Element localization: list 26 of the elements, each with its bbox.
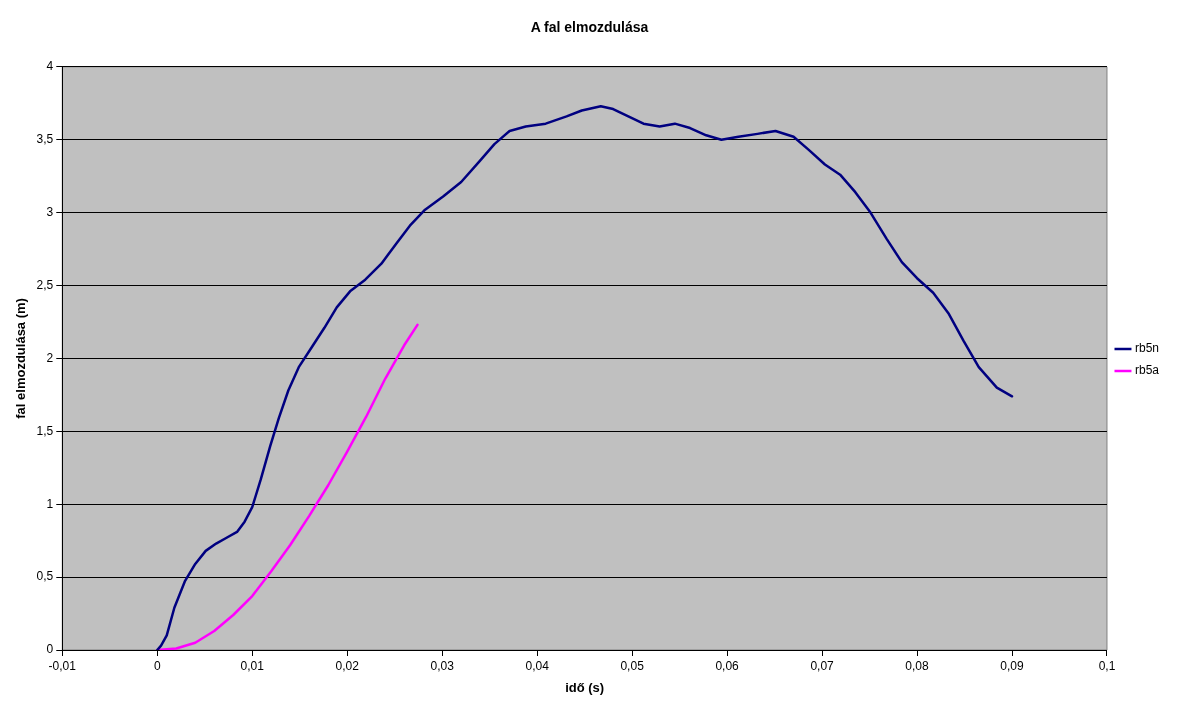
y-tick-label: 2,5 xyxy=(36,277,54,292)
y-tick-label: 1 xyxy=(46,496,54,511)
y-tick-label: 4 xyxy=(46,59,54,74)
legend-label: rb5n xyxy=(1134,341,1160,356)
y-tick-label: 3,5 xyxy=(36,132,54,147)
x-tick-label: 0,07 xyxy=(810,658,835,673)
x-tick-label: -0,01 xyxy=(48,658,77,673)
y-tick-label: 2 xyxy=(46,350,54,365)
x-tick-label: 0,05 xyxy=(620,658,645,673)
y-tick-label: 3 xyxy=(46,204,54,219)
x-tick-label: 0,06 xyxy=(715,658,740,673)
x-tick-label: 0,02 xyxy=(335,658,360,673)
x-tick-label: 0,1 xyxy=(1098,658,1116,673)
y-tick-label: 0,5 xyxy=(36,569,54,584)
legend-label: rb5a xyxy=(1134,363,1160,378)
x-tick-label: 0,01 xyxy=(240,658,265,673)
y-tick-label: 1,5 xyxy=(36,423,54,438)
x-tick-label: 0 xyxy=(153,658,161,673)
x-axis-title: idő (s) xyxy=(565,679,605,695)
y-axis-title: fal elmozdulása (m) xyxy=(13,298,29,419)
x-tick-label: 0,09 xyxy=(1000,658,1025,673)
y-tick-label: 0 xyxy=(46,642,54,657)
x-tick-label: 0,04 xyxy=(525,658,550,673)
x-tick-label: 0,08 xyxy=(905,658,930,673)
chart-title: A fal elmozdulása xyxy=(530,19,649,36)
x-tick-label: 0,03 xyxy=(430,658,455,673)
